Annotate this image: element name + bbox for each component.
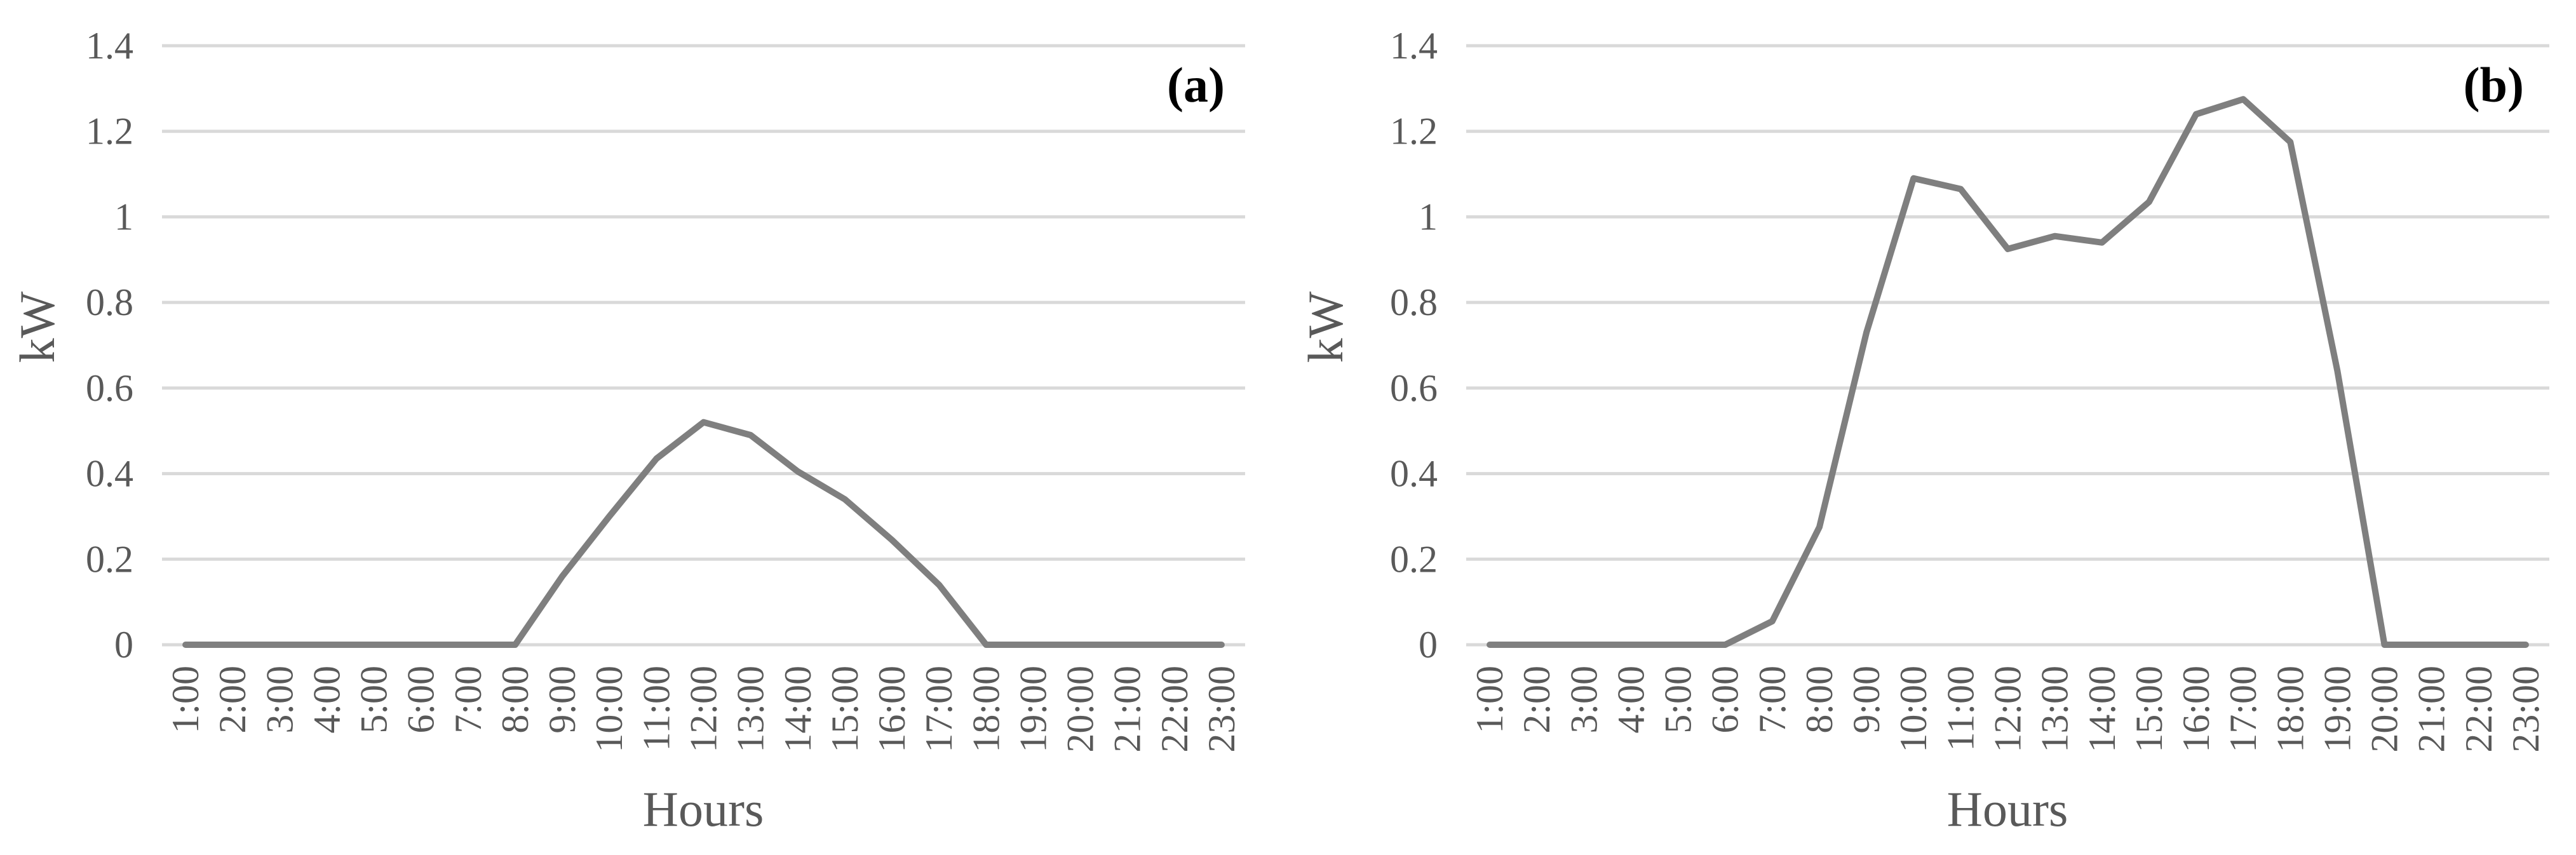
y-tick-label: 0 — [1419, 624, 1438, 666]
x-tick-label: 16:00 — [2175, 666, 2217, 753]
x-tick-label: 7:00 — [1751, 666, 1793, 734]
y-tick-label: 0.4 — [1390, 453, 1438, 495]
x-tick-label: 18:00 — [965, 666, 1007, 753]
y-tick-label: 0.2 — [86, 538, 133, 580]
x-tick-label: 4:00 — [1610, 666, 1652, 734]
y-axis-title: kW — [1298, 291, 1353, 363]
series-line — [182, 419, 1225, 648]
x-tick-label: 9:00 — [541, 666, 583, 734]
x-tick-label: 7:00 — [447, 666, 489, 734]
x-tick-label: 2:00 — [1516, 666, 1558, 734]
x-tick-label: 15:00 — [824, 666, 866, 753]
y-tick-label: 0.6 — [86, 367, 133, 409]
y-tick-label: 1 — [1419, 196, 1438, 238]
x-tick-label: 12:00 — [683, 666, 725, 753]
x-tick-label: 9:00 — [1845, 666, 1887, 734]
chart-panel-a: 0 0.2 0.4 0.6 0.8 1 1.2 1.4 1:00 2:00 3:00 4:00 5:0… — [0, 0, 1276, 855]
series-line — [1487, 96, 2529, 648]
line-chart-b: 0 0.2 0.4 0.6 0.8 1 1.2 1.4 1:00 2:00 3:00 4:00 5:0… — [1298, 25, 2549, 837]
x-tick-label: 8:00 — [494, 666, 536, 734]
x-tick-label: 19:00 — [2316, 666, 2358, 753]
x-tick-label: 13:00 — [2034, 666, 2076, 753]
x-tick-label: 12:00 — [1987, 666, 2029, 753]
x-tick-label: 2:00 — [212, 666, 253, 734]
y-tick-label: 1 — [114, 196, 133, 238]
x-tick-label: 8:00 — [1798, 666, 1840, 734]
x-tick-label: 21:00 — [2411, 666, 2453, 753]
x-tick-label: 14:00 — [777, 666, 819, 753]
y-tick-label: 0.4 — [86, 453, 133, 495]
x-tick-label: 21:00 — [1107, 666, 1149, 753]
x-tick-label: 3:00 — [259, 666, 300, 734]
panel-label: (a) — [1167, 57, 1225, 112]
x-tick-label: 11:00 — [635, 666, 677, 751]
x-axis-title: Hours — [643, 781, 764, 837]
x-tick-label: 1:00 — [165, 666, 206, 734]
x-tick-label: 10:00 — [588, 666, 630, 753]
y-tick-label: 0.6 — [1390, 367, 1438, 409]
x-tick-label: 23:00 — [1201, 666, 1243, 753]
x-tick-label: 16:00 — [871, 666, 913, 753]
y-tick-label: 1.4 — [86, 25, 133, 67]
y-axis-title: kW — [10, 291, 65, 363]
x-tick-label: 6:00 — [1704, 666, 1746, 734]
x-tick-label: 19:00 — [1012, 666, 1054, 753]
x-tick-label: 18:00 — [2269, 666, 2311, 753]
x-tick-label: 11:00 — [1939, 666, 1981, 751]
x-tick-label: 22:00 — [1154, 666, 1196, 753]
y-tick-label: 1.4 — [1390, 25, 1438, 67]
panel-label: (b) — [2464, 57, 2524, 112]
x-tick-label: 17:00 — [918, 666, 960, 753]
x-tick-label: 5:00 — [1657, 666, 1699, 734]
chart-panel-b: 0 0.2 0.4 0.6 0.8 1 1.2 1.4 1:00 2:00 3:00 4:00 5:0… — [1288, 0, 2576, 855]
x-tick-label: 17:00 — [2222, 666, 2264, 753]
x-tick-label: 22:00 — [2458, 666, 2500, 753]
x-tick-label: 1:00 — [1469, 666, 1511, 734]
y-tick-label: 0.8 — [86, 281, 133, 323]
y-tick-label: 0.2 — [1390, 538, 1438, 580]
y-tick-label: 1.2 — [1390, 111, 1438, 152]
line-chart-a: 0 0.2 0.4 0.6 0.8 1 1.2 1.4 1:00 2:00 3:00 4:00 5:0… — [10, 25, 1245, 837]
y-tick-label: 1.2 — [86, 111, 133, 152]
x-tick-label: 20:00 — [1060, 666, 1102, 753]
x-axis-title: Hours — [1947, 781, 2068, 837]
y-tick-label: 0 — [114, 624, 133, 666]
y-tick-label: 0.8 — [1390, 281, 1438, 323]
x-tick-label: 10:00 — [1892, 666, 1934, 753]
x-tick-label: 20:00 — [2364, 666, 2406, 753]
x-tick-label: 4:00 — [306, 666, 347, 734]
x-tick-label: 23:00 — [2505, 666, 2547, 753]
x-tick-label: 13:00 — [730, 666, 772, 753]
x-tick-label: 3:00 — [1563, 666, 1605, 734]
x-tick-label: 15:00 — [2128, 666, 2170, 753]
x-tick-label: 14:00 — [2081, 666, 2123, 753]
x-tick-label: 6:00 — [400, 666, 442, 734]
x-tick-label: 5:00 — [353, 666, 395, 734]
